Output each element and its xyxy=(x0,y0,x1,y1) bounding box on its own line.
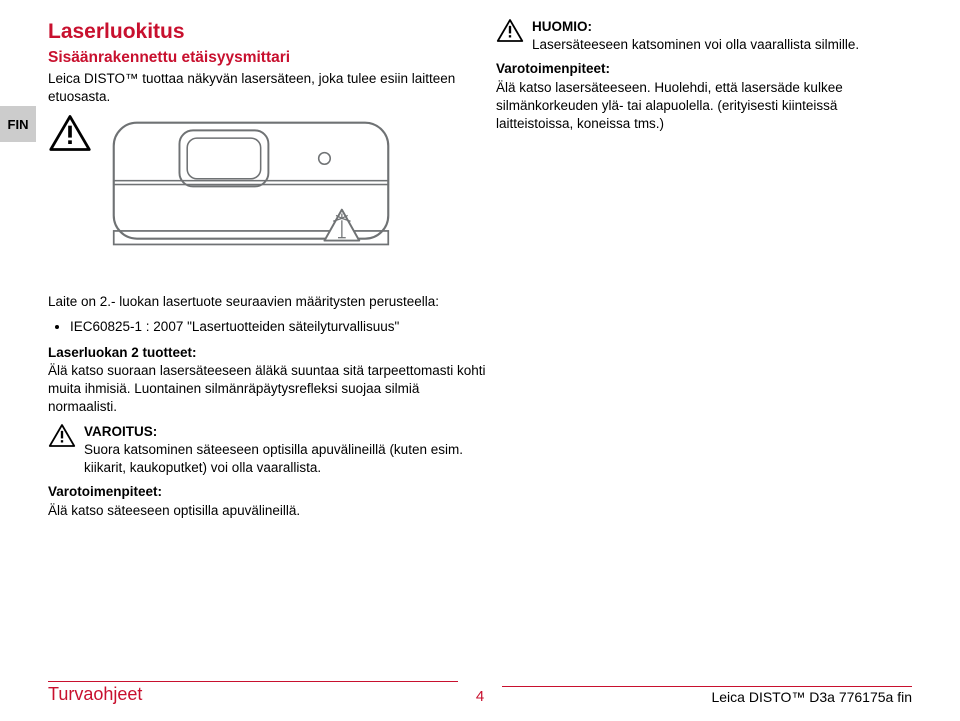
right-column: HUOMIO: Lasersäteeseen katsominen voi ol… xyxy=(496,18,912,267)
language-tab: FIN xyxy=(0,106,36,142)
varotoimenpiteet-label: Varotoimenpiteet: xyxy=(496,60,912,78)
huomio-label: HUOMIO: xyxy=(532,19,592,34)
warning-triangle-icon xyxy=(48,113,92,153)
section-subtitle: Sisäänrakennettu etäisyysmittari xyxy=(48,48,464,69)
huomio-text: Lasersäteeseen katsominen voi olla vaara… xyxy=(532,37,859,52)
footer-doc-id: Leica DISTO™ D3a 776175a fin xyxy=(502,686,912,705)
warning-triangle-icon xyxy=(48,423,76,448)
spec-bullet: IEC60825-1 : 2007 "Lasertuotteiden sätei… xyxy=(70,318,488,336)
lower-section: Laite on 2.- luokan lasertuote seuraavie… xyxy=(48,293,488,519)
lower-p2: Älä katso suoraan lasersäteeseen äläkä s… xyxy=(48,362,488,417)
warning-triangle-icon xyxy=(496,18,524,43)
device-illustration xyxy=(106,113,396,268)
footer-section-name: Turvaohjeet xyxy=(48,681,458,705)
varotoimenpiteet-text: Älä katso lasersäteeseen. Huolehdi, että… xyxy=(496,79,912,134)
varoitus-text: Suora katsominen säteeseen optisilla apu… xyxy=(84,442,463,475)
intro-text: Leica DISTO™ tuottaa näkyvän lasersäteen… xyxy=(48,70,464,106)
left-column: Laserluokitus Sisäänrakennettu etäisyysm… xyxy=(48,18,464,267)
section-title: Laserluokitus xyxy=(48,18,464,46)
varoitus-label: VAROITUS: xyxy=(84,424,157,439)
lower-p1: Laite on 2.- luokan lasertuote seuraavie… xyxy=(48,293,488,311)
varotoimenpiteet2-text: Älä katso säteeseen optisilla apuvälinei… xyxy=(48,502,488,520)
varotoimenpiteet2-label: Varotoimenpiteet: xyxy=(48,483,488,501)
page-footer: Turvaohjeet 4 Leica DISTO™ D3a 776175a f… xyxy=(48,681,912,705)
footer-page-number: 4 xyxy=(458,688,502,705)
laserluokan-heading: Laserluokan 2 tuotteet: xyxy=(48,344,488,362)
